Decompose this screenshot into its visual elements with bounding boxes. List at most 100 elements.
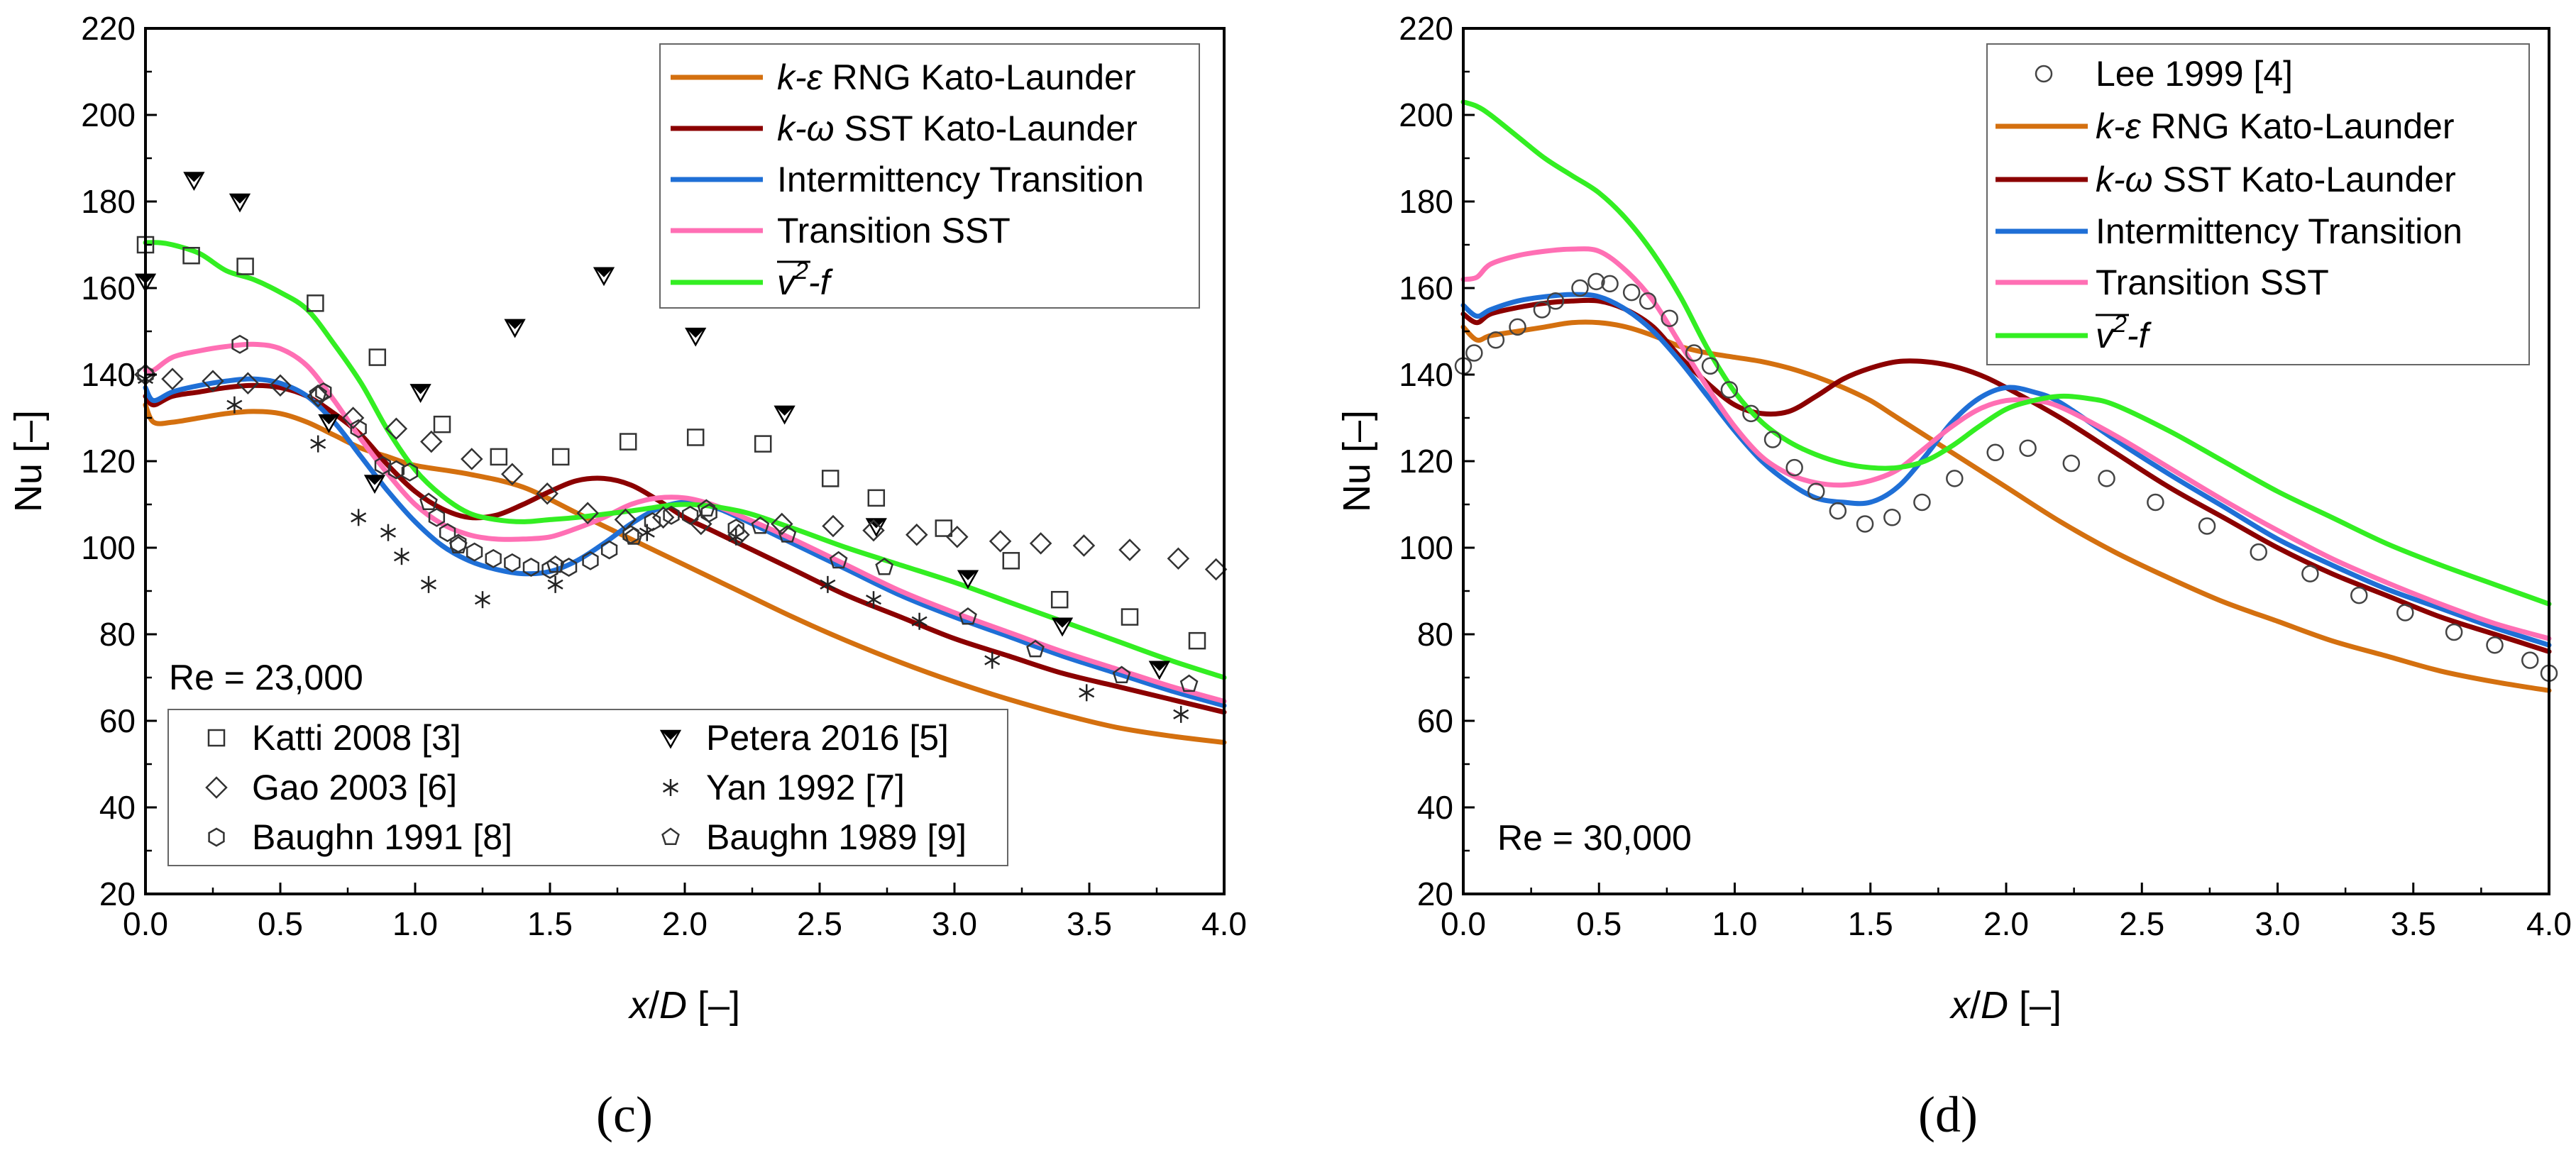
data-point-baughn-1991-8 xyxy=(541,560,558,579)
series-line-k-rng-kato-launder xyxy=(143,402,1227,745)
series-line-intermittency-transition xyxy=(1460,292,2552,648)
data-point-baughn-1989-9 xyxy=(829,551,848,569)
data-point-lee-1999-4 xyxy=(2019,439,2037,457)
legend-box xyxy=(1986,43,2530,365)
x-axis-title: x/D [–] xyxy=(627,984,740,1027)
data-point-lee-1999-4 xyxy=(1487,331,1505,349)
data-point-katti-2008-3 xyxy=(1188,631,1206,650)
data-point-lee-1999-4 xyxy=(1883,509,1901,526)
data-point-baughn-1991-8 xyxy=(522,558,540,577)
legend-label-intermittency: Intermittency Transition xyxy=(2096,211,2462,251)
data-point-baughn-1991-8 xyxy=(466,542,483,562)
y-tick-label: 140 xyxy=(1399,356,1453,393)
data-point-baughn-1991-8 xyxy=(350,419,367,438)
legend-label-intermittency: Intermittency Transition xyxy=(777,160,1144,199)
data-point-lee-1999-4 xyxy=(2445,623,2463,641)
series-lines xyxy=(1460,99,2552,693)
y-axis-title: Nu [–] xyxy=(1336,410,1378,512)
data-point-petera-2016-5 xyxy=(504,319,526,338)
data-point-yan-1992-7 xyxy=(474,591,491,609)
panel-d: 0.0 0.5 1.0 1.5 2.0 2.5 3.0 3.5 4.0 20 40 60 80 100 12… xyxy=(1336,10,2572,1143)
data-point-gao-2003-6 xyxy=(420,430,443,453)
data-point-petera-2016-5 xyxy=(957,570,979,590)
series-line-transition-sst xyxy=(1460,246,2552,641)
data-point-baughn-1989-9 xyxy=(309,384,328,402)
data-point-baughn-1989-9 xyxy=(1112,665,1131,683)
data-point-petera-2016-5 xyxy=(865,518,887,538)
series-line-v2-f xyxy=(143,240,1227,680)
data-point-petera-2016-5 xyxy=(363,475,386,495)
x-tick-label: 3.0 xyxy=(2255,905,2301,942)
y-tick-label: 160 xyxy=(81,270,136,306)
data-point-baughn-1991-8 xyxy=(700,503,717,523)
data-point-baughn-1989-9 xyxy=(448,536,468,553)
series-petera-2016-5 xyxy=(134,172,1170,680)
data-point-lee-1999-4 xyxy=(1742,404,1760,423)
data-point-petera-2016-5 xyxy=(1051,617,1074,637)
data-point-lee-1999-4 xyxy=(1661,309,1678,327)
data-point-baughn-1991-8 xyxy=(485,548,502,568)
data-point-gao-2003-6 xyxy=(989,530,1012,553)
data-point-gao-2003-6 xyxy=(536,482,558,505)
data-point-baughn-1991-8 xyxy=(600,540,618,560)
data-point-yan-1992-7 xyxy=(420,575,437,593)
series-line-v2-f xyxy=(1460,99,2552,607)
data-point-katti-2008-3 xyxy=(619,433,637,451)
y-tick-label: 120 xyxy=(81,443,136,480)
data-point-katti-2008-3 xyxy=(867,489,886,507)
data-point-baughn-1989-9 xyxy=(875,557,894,575)
marker-legend: Katti 2008 [3] Petera 2016 [5] Gao 2003 … xyxy=(167,709,1008,866)
data-point-baughn-1991-8 xyxy=(231,334,248,354)
data-point-petera-2016-5 xyxy=(774,405,796,425)
data-point-baughn-1989-9 xyxy=(1179,674,1199,692)
series-markers xyxy=(134,172,1228,723)
data-point-gao-2003-6 xyxy=(651,506,675,529)
line-legend: k-ε RNG Kato-Launder k-ω SST Kato-Launde… xyxy=(659,43,1200,309)
y-tick-label: 200 xyxy=(1399,96,1453,133)
series-line-transition-sst xyxy=(143,341,1227,704)
data-point-lee-1999-4 xyxy=(1829,502,1847,520)
y-tick-label: 60 xyxy=(1417,702,1453,739)
y-tick-label: 100 xyxy=(1399,529,1453,566)
data-point-petera-2016-5 xyxy=(593,267,615,287)
data-point-petera-2016-5 xyxy=(183,172,205,192)
data-point-lee-1999-4 xyxy=(2301,565,2319,582)
y-tick-label: 220 xyxy=(1399,10,1453,47)
data-point-yan-1992-7 xyxy=(226,396,243,414)
data-point-lee-1999-4 xyxy=(1685,344,1703,362)
data-point-gao-2003-6 xyxy=(1118,538,1141,561)
y-tick-label: 20 xyxy=(1417,875,1453,912)
data-point-lee-1999-4 xyxy=(1509,318,1526,336)
data-point-katti-2008-3 xyxy=(368,348,387,366)
data-point-lee-1999-4 xyxy=(1763,431,1782,448)
data-point-baughn-1989-9 xyxy=(624,527,643,545)
data-point-gao-2003-6 xyxy=(1204,558,1228,581)
data-point-lee-1999-4 xyxy=(1622,283,1641,302)
y-tick-label: 80 xyxy=(1417,616,1453,653)
axis-ticks: 0.0 0.5 1.0 1.5 2.0 2.5 3.0 3.5 4.0 20 40 60 80 100 12… xyxy=(81,10,1247,942)
data-point-petera-2016-5 xyxy=(1148,661,1170,680)
data-point-lee-1999-4 xyxy=(1571,279,1589,297)
legend-label-transition-sst: Transition SST xyxy=(2096,263,2329,302)
data-point-yan-1992-7 xyxy=(351,509,367,526)
data-point-baughn-1991-8 xyxy=(374,455,392,475)
data-point-petera-2016-5 xyxy=(318,414,340,433)
data-point-katti-2008-3 xyxy=(754,435,772,453)
data-point-baughn-1991-8 xyxy=(387,460,405,480)
legend-marker-square xyxy=(207,729,226,747)
data-point-yan-1992-7 xyxy=(380,524,397,541)
data-point-lee-1999-4 xyxy=(1587,272,1605,291)
data-point-baughn-1991-8 xyxy=(681,505,699,525)
data-point-lee-1999-4 xyxy=(2350,586,2368,604)
x-tick-label: 1.5 xyxy=(527,905,573,942)
series-markers xyxy=(1454,272,2558,683)
data-point-gao-2003-6 xyxy=(161,368,184,390)
data-point-lee-1999-4 xyxy=(2062,454,2081,473)
data-point-baughn-1989-9 xyxy=(419,492,438,510)
legend-label-yan: Yan 1992 [7] xyxy=(706,768,905,807)
data-point-baughn-1989-9 xyxy=(546,555,565,573)
data-point-yan-1992-7 xyxy=(865,591,882,609)
series-lines xyxy=(143,240,1227,745)
data-point-gao-2003-6 xyxy=(946,525,969,548)
